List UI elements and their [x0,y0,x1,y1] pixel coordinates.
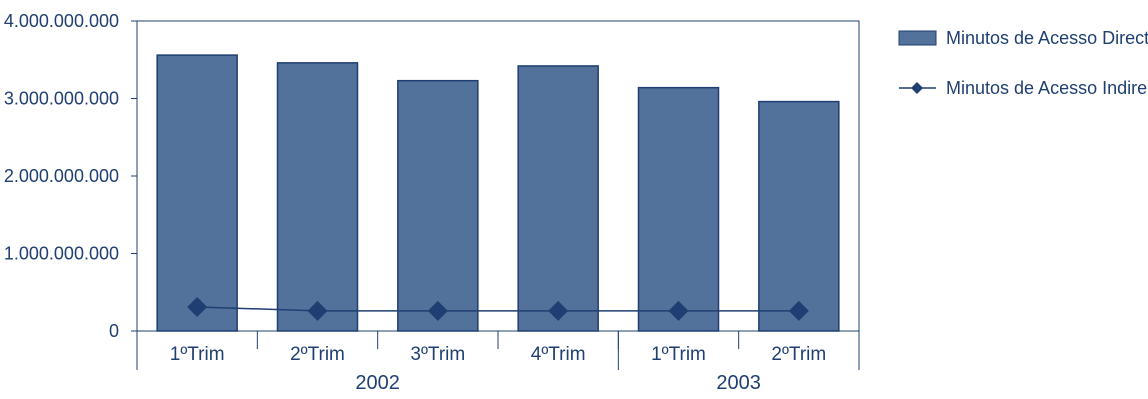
x-category-label: 1ºTrim [170,344,225,365]
x-category-label: 1ºTrim [651,344,706,365]
bar [276,62,359,332]
bar [517,65,599,332]
y-tick-label: 2.000.000.000 [4,166,119,186]
x-category-label: 4ºTrim [531,344,586,365]
legend-label: Minutos de Acesso Indirecto [946,78,1148,98]
bar [758,100,840,332]
bar [637,86,720,332]
y-tick-label: 0 [109,321,119,341]
y-tick-label: 3.000.000.000 [4,89,119,109]
plot-area-frame [136,20,860,332]
bar [397,79,479,332]
line-series [197,306,799,312]
x-category-label: 2ºTrim [771,344,826,365]
y-tick-label: 1.000.000.000 [4,244,119,264]
legend-line-marker [911,82,923,94]
line-point-marker [548,300,569,321]
line-point-marker [187,296,208,317]
line-point-marker [427,300,448,321]
line-point-marker [788,300,809,321]
x-category-label: 2ºTrim [290,344,345,365]
bar [156,54,238,332]
x-category-label: 3ºTrim [410,344,465,365]
line-point-marker [307,300,328,321]
y-tick-label: 4.000.000.000 [4,11,119,31]
legend-label: Minutos de Acesso Directo [946,28,1148,48]
line-point-marker [668,300,689,321]
x-group-label: 2002 [355,372,400,394]
x-group-label: 2003 [716,372,761,394]
legend-bar-swatch [898,30,937,46]
